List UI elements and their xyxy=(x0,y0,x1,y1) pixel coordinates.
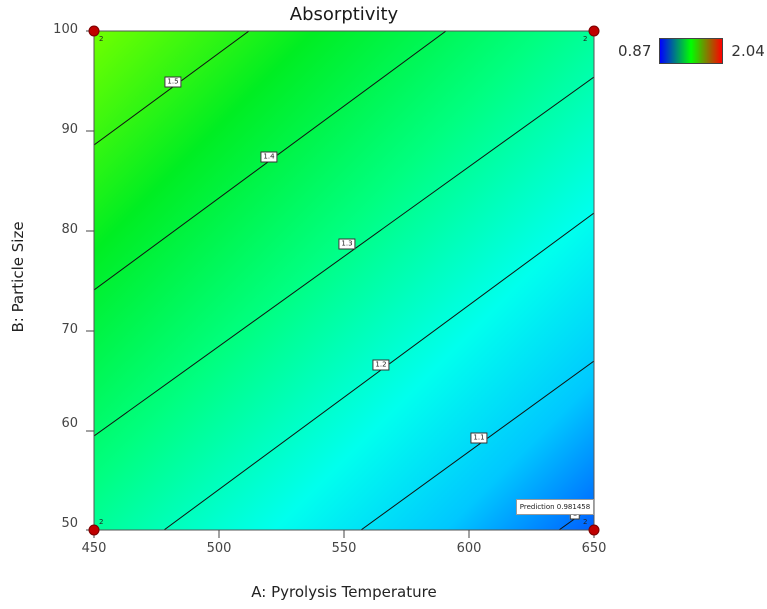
design-point-top-right xyxy=(588,25,600,37)
design-point-bottom-right xyxy=(588,524,600,536)
design-count-bottom-left: 2 xyxy=(99,518,104,526)
design-count-top-left: 2 xyxy=(99,35,104,43)
contour-line-1.1 xyxy=(360,360,594,530)
legend-min-label: 0.87 xyxy=(618,42,652,60)
legend-color-bar xyxy=(659,38,724,64)
contour-label-1.5: 1.5 xyxy=(164,76,182,88)
contour-line-1.5 xyxy=(94,31,250,146)
design-points xyxy=(88,25,600,536)
design-point-bottom-left xyxy=(88,524,100,536)
response-surface xyxy=(94,31,594,530)
y-tick-70: 70 xyxy=(61,322,78,337)
x-axis-title: A: Pyrolysis Temperature xyxy=(251,583,437,601)
color-legend: 0.87 2.04 xyxy=(618,38,765,64)
contour-label-1.1: 1.1 xyxy=(470,432,488,444)
design-count-top-right: 2 xyxy=(583,35,588,43)
design-point-top-left xyxy=(88,25,100,37)
design-count-bottom-right: 2 xyxy=(583,518,588,526)
x-tick-500: 500 xyxy=(206,541,232,556)
contour-label-1.2: 1.2 xyxy=(372,359,390,371)
x-tick-550: 550 xyxy=(331,541,357,556)
x-tick-600: 600 xyxy=(456,541,482,556)
y-tick-60: 60 xyxy=(61,416,78,431)
y-axis-title: B: Particle Size xyxy=(9,221,27,333)
contour-label-1.4: 1.4 xyxy=(260,151,278,163)
x-axis-ticks xyxy=(93,530,595,538)
y-tick-90: 90 xyxy=(61,122,78,137)
contour-label-1.3: 1.3 xyxy=(338,238,356,250)
y-tick-50: 50 xyxy=(61,516,78,531)
y-tick-100: 100 xyxy=(53,22,78,37)
y-tick-80: 80 xyxy=(61,222,78,237)
contour-line-1.2 xyxy=(163,212,594,530)
contour-line-1.3 xyxy=(94,76,594,437)
x-tick-450: 450 xyxy=(81,541,107,556)
chart-title: Absorptivity xyxy=(289,4,399,25)
x-tick-650: 650 xyxy=(581,541,607,556)
prediction-tooltip: Prediction 0.981458 xyxy=(516,499,594,515)
y-axis-ticks xyxy=(86,30,94,531)
legend-max-label: 2.04 xyxy=(731,42,765,60)
